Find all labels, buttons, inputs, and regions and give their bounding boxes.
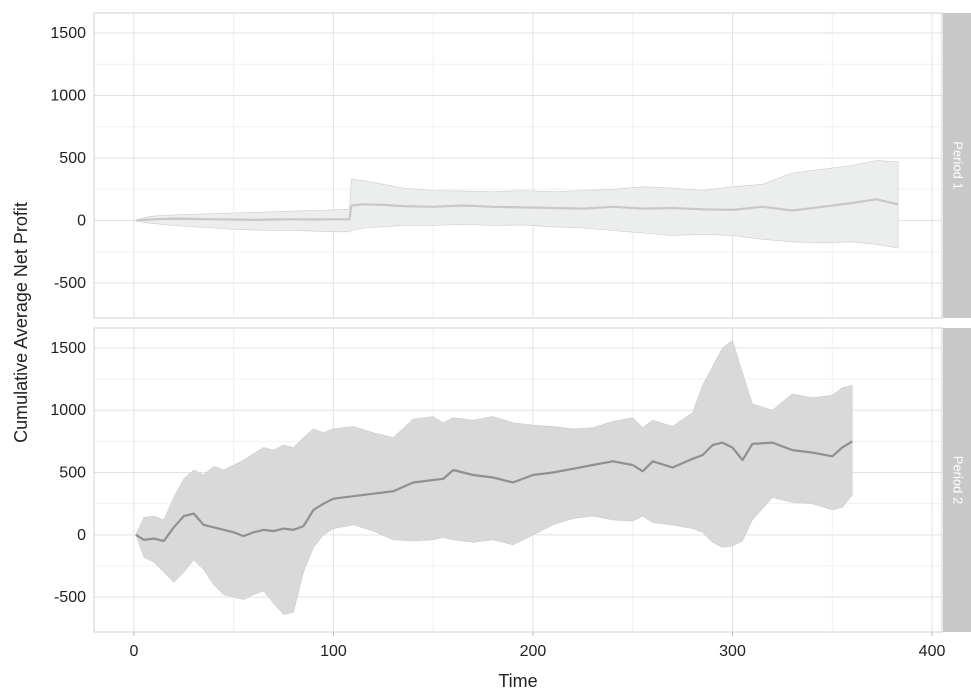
y-tick-label: -500	[54, 275, 86, 292]
y-tick-label: 0	[77, 527, 86, 544]
x-tick-label: 300	[719, 643, 746, 660]
panel-border	[93, 327, 943, 633]
facet-strip	[943, 13, 971, 318]
facet-strip-label: Period 1	[951, 141, 966, 189]
panel-background	[94, 13, 942, 318]
mean-line	[135, 198, 899, 222]
y-axis-title: Cumulative Average Net Profit	[11, 202, 31, 443]
panel-1: Period 1	[93, 12, 971, 319]
y-tick-label: 500	[59, 465, 86, 482]
y-tick-label: 1500	[50, 25, 86, 42]
x-axis-title: Time	[498, 671, 537, 691]
y-tick-label: 500	[59, 150, 86, 167]
y-tick-label: 1000	[50, 88, 86, 105]
mean-line	[135, 440, 853, 543]
panel-2: Period 2	[93, 327, 971, 633]
x-tick-label: 100	[320, 643, 347, 660]
facet-strip	[943, 328, 971, 632]
x-tick-label: 0	[129, 643, 138, 660]
y-tick-label: 0	[77, 213, 86, 230]
y-tick-label: 1000	[50, 402, 86, 419]
y-tick-label: -500	[54, 589, 86, 606]
confidence-band	[134, 160, 899, 249]
y-axis-ticks: -500 0 500 1000 1500 -500 0 500 1000 1500	[50, 25, 86, 606]
panel-border	[93, 12, 943, 319]
x-tick-label: 400	[919, 643, 946, 660]
y-tick-label: 1500	[50, 340, 86, 357]
x-tick-label: 200	[520, 643, 547, 660]
facet-strip-label: Period 2	[951, 456, 966, 504]
x-axis-ticks: 0 100 200 300 400	[129, 632, 945, 660]
